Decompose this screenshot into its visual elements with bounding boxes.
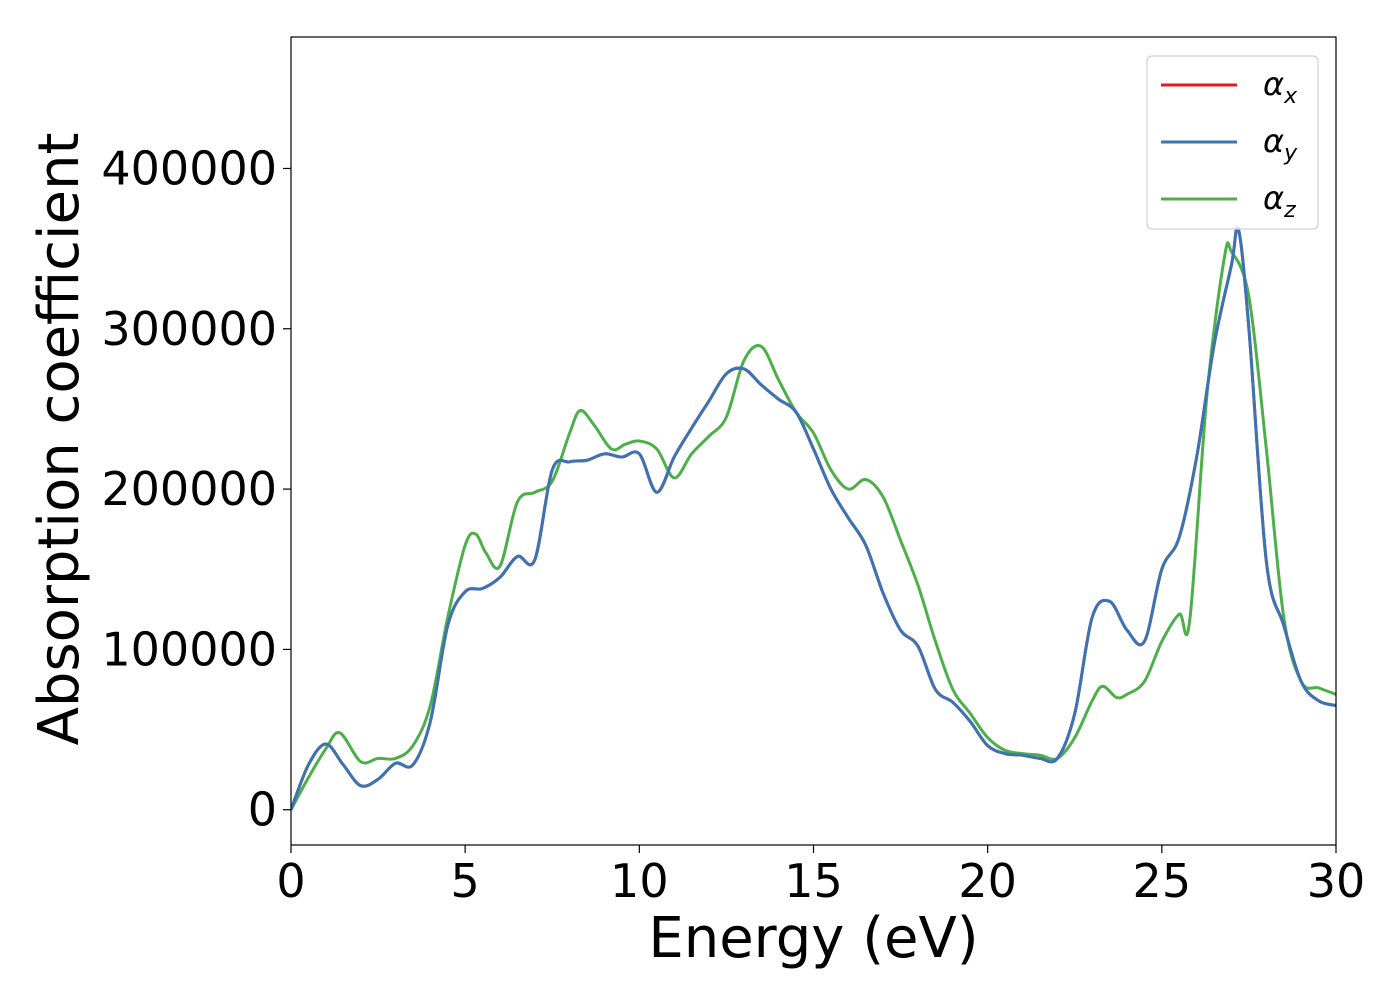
- legend-label-z: αz: [1263, 179, 1296, 223]
- plot-lines: [291, 225, 1336, 811]
- x-tick-label: 5: [451, 854, 480, 908]
- y-axis-label: Absorption coefficient: [27, 133, 92, 746]
- legend-label-x: αx: [1263, 65, 1298, 109]
- x-tick-label: 20: [958, 854, 1017, 908]
- legend-label-symbol: α: [1263, 65, 1284, 103]
- series-line-x: [291, 225, 1336, 811]
- x-tick-label: 0: [276, 854, 305, 908]
- y-tick-label: 100000: [101, 622, 277, 676]
- y-tick-label: 0: [248, 783, 277, 837]
- y-tick-label: 300000: [101, 302, 277, 356]
- series-line-y: [291, 225, 1336, 811]
- x-tick-label: 10: [610, 854, 669, 908]
- y-tick-label: 400000: [101, 141, 277, 195]
- x-tick-label: 25: [1133, 854, 1192, 908]
- x-tick-label: 30: [1307, 854, 1366, 908]
- y-axis-ticks: 0 100000 200000 300000 400000: [101, 141, 291, 837]
- series-line-z: [291, 241, 1336, 811]
- legend-label-symbol: α: [1263, 179, 1284, 217]
- legend-label-subscript: x: [1283, 84, 1298, 109]
- x-axis-label: Energy (eV): [648, 906, 978, 971]
- legend-label-symbol: α: [1263, 122, 1284, 160]
- x-tick-label: 15: [784, 854, 843, 908]
- legend-label-y: αy: [1263, 122, 1298, 166]
- legend-label-subscript: y: [1283, 141, 1298, 166]
- legend-label-subscript: z: [1283, 198, 1296, 223]
- x-axis-ticks: 0 5 10 15 20 25 30: [276, 845, 1365, 908]
- y-tick-label: 200000: [101, 462, 277, 516]
